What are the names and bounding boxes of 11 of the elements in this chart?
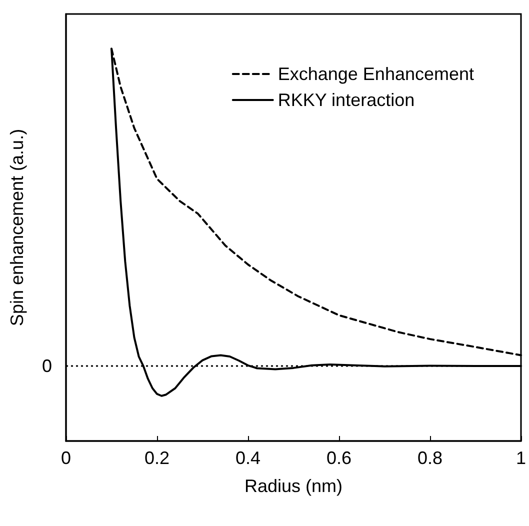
- x-tick-label: 0: [60, 448, 72, 468]
- x-tick-label: 0.6: [326, 448, 352, 468]
- x-tick-label: 0.4: [235, 448, 261, 468]
- legend-label: Exchange Enhancement: [278, 64, 474, 84]
- x-axis-title: Radius (nm): [244, 476, 343, 496]
- x-tick-label: 0.8: [417, 448, 443, 468]
- x-tick-label: 0.2: [144, 448, 170, 468]
- x-tick-label: 1: [516, 448, 526, 468]
- legend-label: RKKY interaction: [278, 90, 415, 110]
- ref-line-label: 0: [42, 356, 52, 376]
- y-axis-title: Spin enhancement (a.u.): [7, 128, 27, 326]
